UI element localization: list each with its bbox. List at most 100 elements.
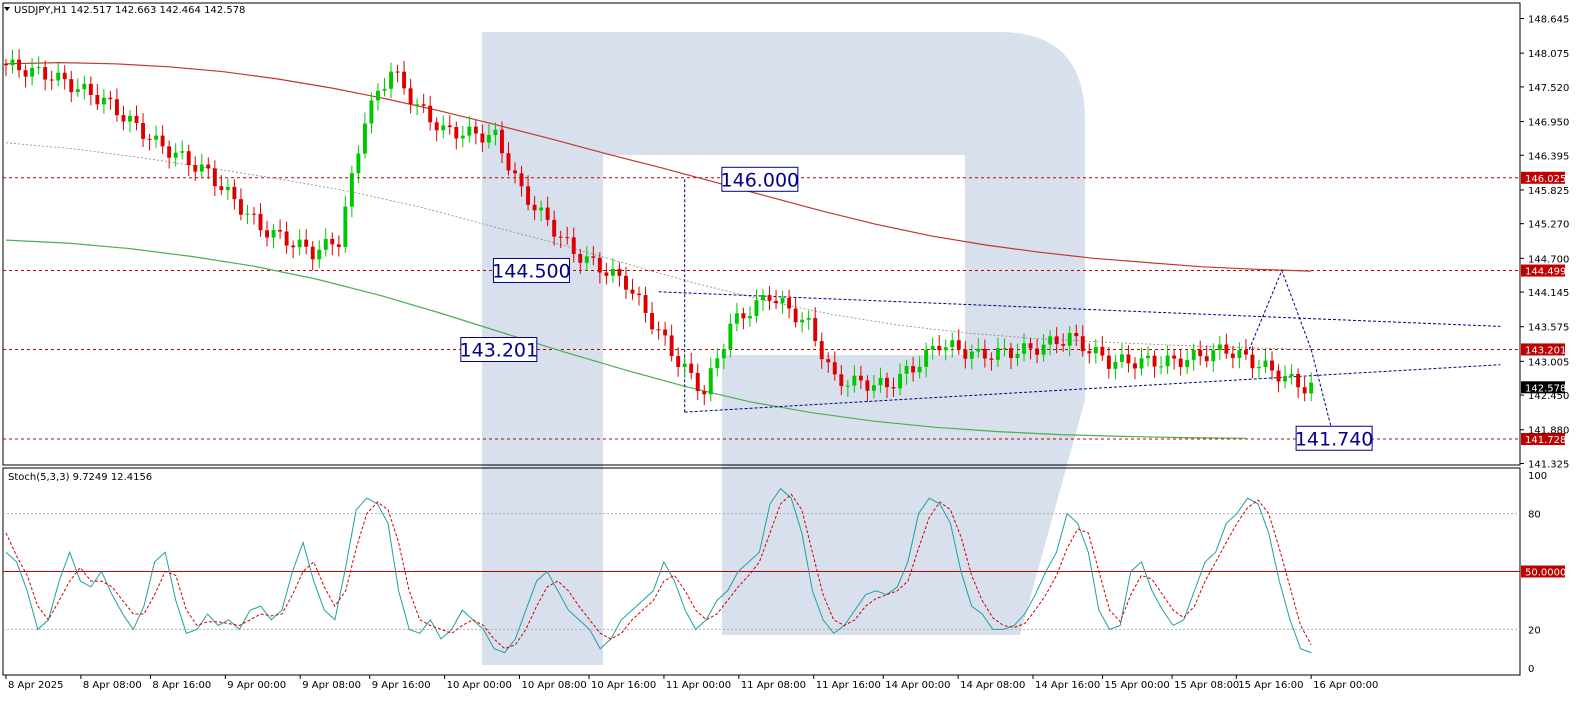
candle-body xyxy=(349,173,354,207)
moving-averages xyxy=(5,61,1312,439)
candle-body xyxy=(160,135,165,147)
candle-body xyxy=(956,340,961,350)
x-tick-label-3: 9 Apr 00:00 xyxy=(227,680,286,691)
candle-body xyxy=(447,125,452,128)
x-tick-label-1: 8 Apr 08:00 xyxy=(83,680,142,691)
x-tick-label-13: 14 Apr 08:00 xyxy=(960,680,1025,691)
candle-body xyxy=(43,67,48,80)
candle-body xyxy=(1048,336,1053,345)
candle-body xyxy=(597,257,602,273)
candle-body xyxy=(186,151,191,166)
candle-body xyxy=(754,300,759,317)
candle-body xyxy=(128,115,132,122)
y-tick-label-12: 141.880 xyxy=(1528,426,1569,437)
candle-body xyxy=(950,340,955,348)
candle-body xyxy=(845,385,850,387)
candle-body xyxy=(369,100,374,124)
candle-body xyxy=(565,237,570,239)
candle-body xyxy=(173,152,178,158)
candle-body xyxy=(623,275,628,290)
candle-body xyxy=(969,351,974,359)
candle-body xyxy=(526,186,531,205)
candle-body xyxy=(1022,343,1026,354)
candle-body xyxy=(199,164,204,172)
x-tick-label-6: 10 Apr 00:00 xyxy=(447,680,512,691)
candle-body xyxy=(1309,382,1314,394)
y-tick-label-1: 148.075 xyxy=(1528,49,1569,60)
candle-body xyxy=(1035,348,1040,355)
candle-body xyxy=(212,168,217,187)
candle-body xyxy=(852,375,857,386)
candle-body xyxy=(930,345,935,350)
candle-body xyxy=(4,63,8,66)
candle-body xyxy=(408,88,413,105)
candle-body xyxy=(878,377,883,386)
candle-body xyxy=(813,318,818,342)
candle-body xyxy=(323,238,328,250)
candle-body xyxy=(702,391,707,395)
candle-body xyxy=(1093,346,1098,354)
stoch-y-tick-label-0: 100 xyxy=(1528,471,1547,482)
candle-body xyxy=(454,127,459,139)
candle-body xyxy=(278,229,283,232)
candle-body xyxy=(1119,354,1124,362)
main-header: USDJPY,H1 142.517 142.663 142.464 142.57… xyxy=(14,5,245,16)
candle-body xyxy=(402,71,407,89)
candle-body xyxy=(17,59,22,71)
stoch-series-main xyxy=(5,487,1312,654)
candle-body xyxy=(630,289,635,294)
candle-body xyxy=(937,345,942,351)
ma-slow-line xyxy=(5,61,1312,272)
candle-body xyxy=(695,372,700,392)
candle-body xyxy=(1302,387,1307,394)
candle-body xyxy=(982,348,987,359)
x-tick-label-12: 14 Apr 00:00 xyxy=(885,680,950,691)
candle-body xyxy=(467,126,472,136)
x-tick-label-4: 9 Apr 08:00 xyxy=(302,680,361,691)
y-tick-label-0: 148.645 xyxy=(1528,15,1569,26)
candle-body xyxy=(480,133,485,143)
candle-body xyxy=(591,256,596,258)
candle-body xyxy=(995,348,1000,360)
candle-body xyxy=(911,366,916,373)
candle-body xyxy=(291,245,296,248)
candle-body xyxy=(676,355,681,368)
y-tick-label-8: 144.145 xyxy=(1528,288,1569,299)
candle-body xyxy=(1159,366,1164,368)
candle-body xyxy=(108,97,113,100)
candle-body xyxy=(1204,356,1209,362)
x-tick-label-10: 11 Apr 08:00 xyxy=(741,680,806,691)
candle-body xyxy=(787,298,792,309)
candle-body xyxy=(1106,355,1111,369)
stoch-y-tick-label-1: 80 xyxy=(1528,510,1541,521)
candle-body xyxy=(1067,332,1072,346)
candle-body xyxy=(558,236,563,238)
candle-body xyxy=(141,122,146,139)
candle-body xyxy=(147,138,152,140)
candle-body xyxy=(1080,336,1085,352)
header-dropdown-icon[interactable] xyxy=(4,7,10,11)
stoch-y-tick-label-2: 50.0000 xyxy=(1525,568,1566,579)
candle-body xyxy=(343,206,348,248)
x-tick-label-14: 14 Apr 16:00 xyxy=(1035,680,1100,691)
candle-body xyxy=(473,126,478,134)
candle-body xyxy=(1126,354,1131,364)
candle-body xyxy=(865,380,870,391)
candle-body xyxy=(193,165,198,172)
candle-body xyxy=(75,89,80,93)
level-tag-label-3: 141.728 xyxy=(1525,435,1566,446)
ma-mid-line xyxy=(5,142,1312,350)
candle-body xyxy=(1152,355,1157,367)
candle-body xyxy=(1270,360,1274,371)
candle-body xyxy=(1191,349,1196,360)
y-tick-label-7: 144.700 xyxy=(1528,254,1569,265)
candle-body xyxy=(891,387,896,389)
ma-fast-line xyxy=(5,239,1246,439)
candle-body xyxy=(493,129,498,135)
candle-body xyxy=(1028,343,1033,349)
candle-body xyxy=(219,186,224,191)
candle-body xyxy=(780,298,785,304)
candle-body xyxy=(376,90,380,101)
stoch-series-signal xyxy=(5,493,1312,650)
